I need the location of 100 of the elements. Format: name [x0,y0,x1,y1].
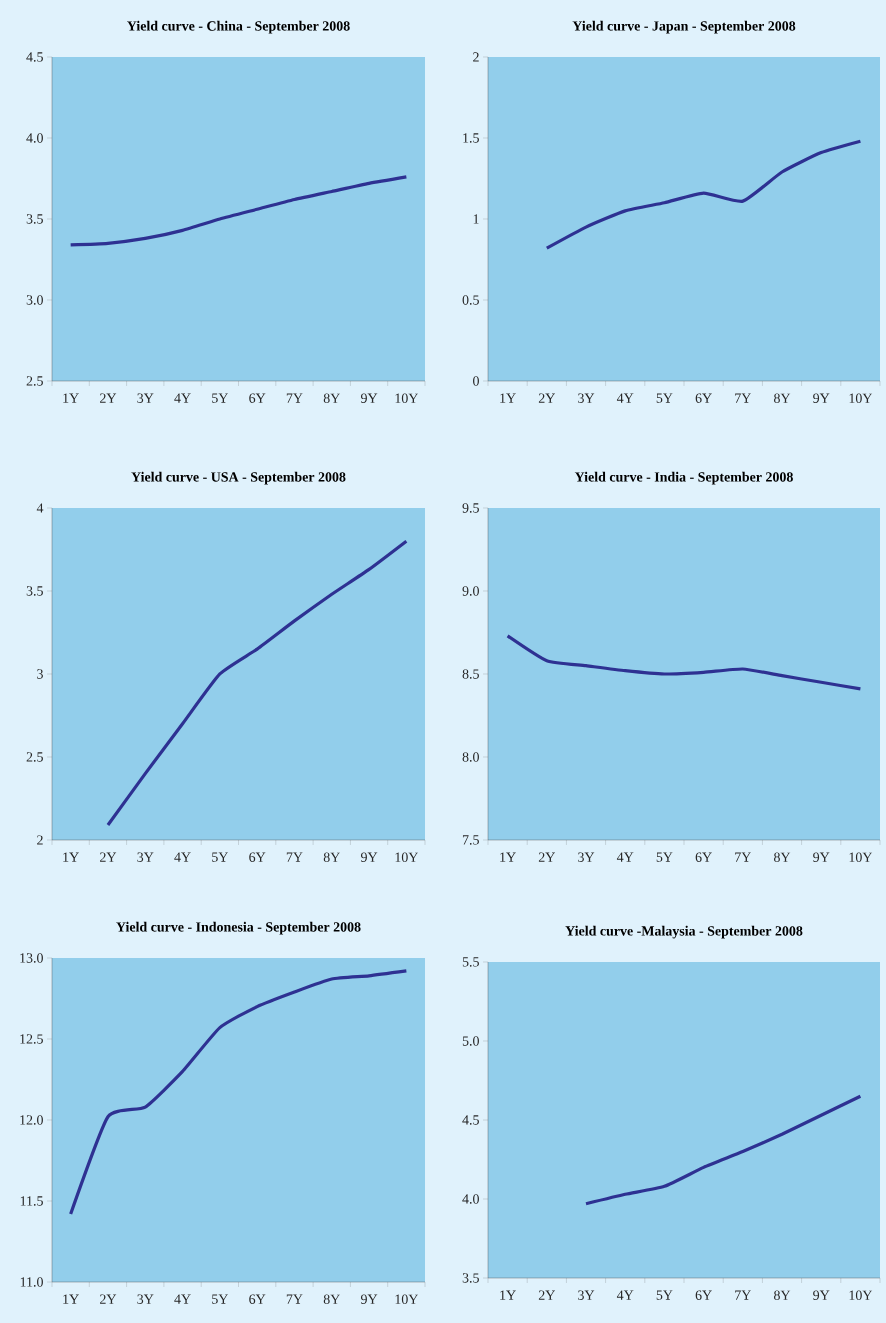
x-tick-label: 8Y [774,852,791,862]
x-tick-label: 8Y [323,1294,340,1304]
line-series [106,539,408,827]
x-tick-label: 7Y [286,852,303,862]
y-tick-label: 2.5 [26,376,43,386]
y-tick-label: 9.0 [462,586,479,596]
x-tick-label: 3Y [578,1290,595,1300]
x-tick-label: 8Y [323,393,340,403]
x-tick-label: 4Y [174,852,191,862]
x-tick-label: 9Y [360,393,378,403]
x-tick-label: 1Y [63,1294,79,1304]
y-tick-label: 5.0 [462,1036,479,1046]
x-tick-label: 3Y [137,1294,154,1304]
y-tick-label: 11.0 [20,1277,43,1287]
x-tick-label: 10Y [849,393,873,403]
x-tick-label: 7Y [735,393,751,403]
y-tick-label: 3.5 [26,214,43,224]
x-tick-label: 4Y [616,1290,634,1300]
x-tick-label: 5Y [212,852,229,862]
y-tick-label: 3 [37,669,43,679]
y-tick-label: 7.5 [462,835,479,845]
x-tick-label: 1Y [63,852,79,862]
y-tick-label: 8.0 [462,752,479,762]
x-tick-label: 6Y [695,393,712,403]
x-tick-label: 2Y [538,852,555,862]
y-tick-label: 4.0 [26,133,43,143]
y-tick-label: 4.5 [462,1115,479,1125]
x-tick-label: 5Y [212,393,229,403]
chart-title: Yield curve -Malaysia - September 2008 [565,925,803,939]
x-tick-label: 6Y [249,393,266,403]
x-tick-label: 7Y [735,852,751,862]
x-tick-label: 6Y [695,852,712,862]
x-tick-label: 1Y [500,393,516,403]
y-tick-label: 12.5 [20,1034,43,1044]
x-tick-label: 10Y [395,852,419,862]
x-tick-label: 10Y [849,1290,873,1300]
y-tick-label: 3.5 [462,1273,479,1283]
x-tick-label: 1Y [500,852,516,862]
y-tick-label: 9.5 [462,503,479,513]
x-tick-label: 2Y [538,393,555,403]
x-tick-label: 1Y [63,393,79,403]
y-tick-label: 0 [473,376,479,386]
y-tick-label: 2 [473,52,479,62]
chart-title: Yield curve - Indonesia - September 2008 [116,921,361,935]
x-tick-label: 8Y [774,393,791,403]
x-tick-label: 3Y [578,852,595,862]
x-tick-label: 3Y [137,393,154,403]
x-tick-label: 5Y [212,1294,229,1304]
chart-title: Yield curve - Japan - September 2008 [572,20,796,34]
x-tick-label: 9Y [813,852,830,862]
line-series [69,175,408,247]
x-tick-label: 4Y [616,393,634,403]
y-tick-label: 3.0 [26,295,43,305]
x-tick-label: 5Y [656,852,673,862]
x-tick-label: 7Y [735,1290,751,1300]
x-tick-label: 10Y [849,852,873,862]
x-tick-label: 9Y [813,1290,830,1300]
line-series [506,634,863,691]
y-tick-label: 4 [36,503,44,513]
x-tick-label: 7Y [286,393,303,403]
x-tick-label: 6Y [249,1294,266,1304]
x-tick-label: 4Y [174,1294,191,1304]
y-tick-label: 1 [473,214,479,224]
x-tick-label: 1Y [500,1290,516,1300]
x-tick-label: 9Y [360,852,378,862]
x-tick-label: 2Y [100,1294,117,1304]
y-tick-label: 0.5 [462,295,479,305]
x-tick-label: 4Y [616,852,634,862]
y-tick-label: 13.0 [20,953,43,963]
x-tick-label: 2Y [538,1290,555,1300]
x-tick-label: 8Y [774,1290,791,1300]
x-tick-label: 3Y [578,393,595,403]
chart-title: Yield curve - USA - September 2008 [131,471,346,485]
y-tick-label: 4.5 [26,52,43,62]
x-tick-label: 5Y [656,1290,673,1300]
y-tick-label: 5.5 [462,957,479,967]
line-series [69,969,408,1216]
y-tick-label: 2.5 [26,752,43,762]
x-tick-label: 4Y [174,393,191,403]
x-tick-label: 7Y [286,1294,303,1304]
x-tick-label: 9Y [813,393,830,403]
y-tick-label: 12.0 [20,1115,43,1125]
y-tick-label: 2 [37,835,43,845]
line-series [584,1094,863,1206]
y-tick-label: 3.5 [26,586,43,596]
line-series [545,139,863,250]
y-tick-label: 8.5 [462,669,479,679]
y-tick-label: 11.5 [20,1196,43,1206]
x-tick-label: 9Y [360,1294,378,1304]
x-tick-label: 6Y [695,1290,712,1300]
x-tick-label: 8Y [323,852,340,862]
x-tick-label: 10Y [395,1294,419,1304]
x-tick-label: 2Y [100,852,117,862]
chart-title: Yield curve - India - September 2008 [574,471,793,485]
x-tick-label: 3Y [137,852,154,862]
y-tick-label: 4.0 [462,1194,479,1204]
x-tick-label: 10Y [395,393,419,403]
x-tick-label: 2Y [100,393,117,403]
x-tick-label: 5Y [656,393,673,403]
x-tick-label: 6Y [249,852,266,862]
